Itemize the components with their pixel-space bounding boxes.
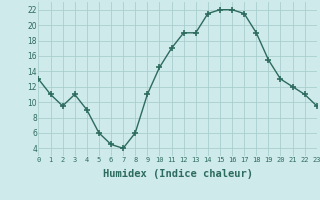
X-axis label: Humidex (Indice chaleur): Humidex (Indice chaleur) — [103, 169, 252, 179]
